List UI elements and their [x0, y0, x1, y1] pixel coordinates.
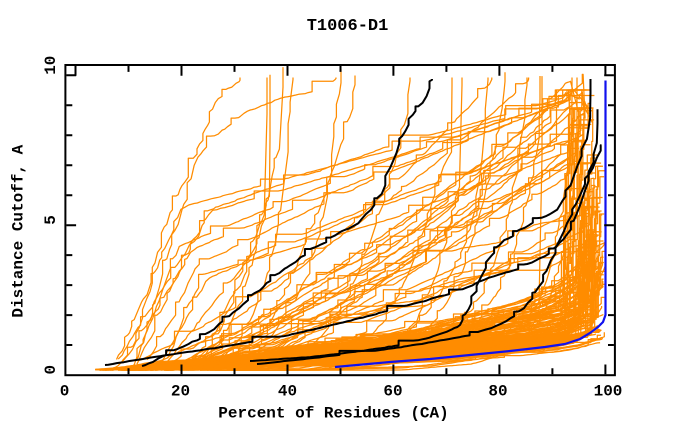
- svg-text:10: 10: [42, 56, 60, 75]
- svg-text:0: 0: [42, 365, 60, 375]
- svg-text:0: 0: [60, 383, 70, 401]
- svg-text:20: 20: [171, 383, 190, 401]
- svg-text:80: 80: [488, 383, 507, 401]
- svg-text:60: 60: [383, 383, 402, 401]
- svg-text:40: 40: [278, 383, 297, 401]
- svg-text:5: 5: [42, 215, 60, 225]
- svg-text:T1006-D1: T1006-D1: [307, 17, 389, 36]
- svg-text:100: 100: [594, 383, 623, 401]
- svg-text:Distance Cutoff, A: Distance Cutoff, A: [10, 144, 28, 317]
- svg-text:Percent of Residues (CA): Percent of Residues (CA): [218, 405, 448, 423]
